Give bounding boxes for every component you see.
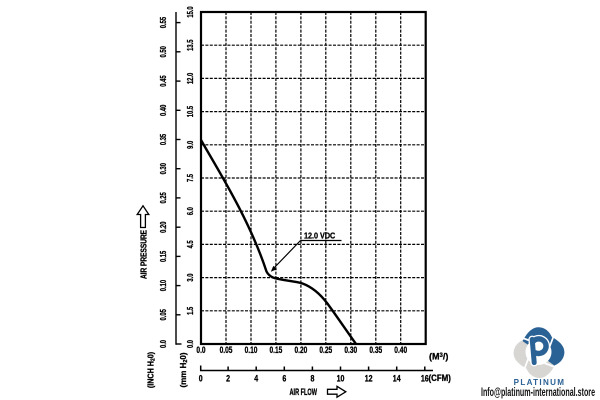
svg-text:0.05: 0.05 (220, 345, 233, 355)
svg-text:1.5: 1.5 (186, 307, 195, 315)
svg-text:(mm H20): (mm H20) (179, 352, 189, 387)
svg-text:0.0: 0.0 (196, 345, 205, 355)
svg-text:14: 14 (393, 374, 401, 384)
svg-text:0.0: 0.0 (186, 340, 195, 348)
svg-text:(INCH H20): (INCH H20) (146, 351, 156, 388)
svg-text:15.0: 15.0 (186, 6, 195, 17)
svg-text:12: 12 (365, 374, 373, 384)
svg-text:12.0 VDC: 12.0 VDC (304, 231, 336, 241)
svg-text:(CFM): (CFM) (429, 373, 452, 384)
svg-text:AIR PRESSURE: AIR PRESSURE (139, 230, 149, 279)
svg-text:16: 16 (421, 374, 429, 384)
svg-text:(M3/): (M3/) (429, 352, 448, 362)
svg-text:0.55: 0.55 (159, 17, 168, 28)
svg-text:0.30: 0.30 (344, 345, 357, 355)
svg-text:PLATINUM: PLATINUM (514, 377, 566, 387)
svg-text:10: 10 (337, 374, 345, 384)
svg-text:Info@platinum-international.st: Info@platinum-international.store (481, 386, 595, 399)
svg-text:0.25: 0.25 (159, 192, 168, 203)
svg-text:4: 4 (254, 374, 258, 384)
svg-text:0.40: 0.40 (394, 345, 407, 355)
svg-text:4.5: 4.5 (186, 240, 195, 248)
svg-text:0.45: 0.45 (159, 75, 168, 86)
svg-text:12.0: 12.0 (186, 73, 195, 84)
svg-text:0.10: 0.10 (159, 280, 168, 291)
svg-text:6.0: 6.0 (186, 207, 195, 215)
svg-text:0.15: 0.15 (269, 345, 282, 355)
svg-text:0.25: 0.25 (319, 345, 332, 355)
svg-text:0.50: 0.50 (159, 46, 168, 57)
svg-text:7.5: 7.5 (186, 174, 195, 182)
svg-text:10.5: 10.5 (186, 106, 195, 117)
svg-text:0.40: 0.40 (159, 105, 168, 116)
svg-text:0.0: 0.0 (159, 340, 168, 348)
svg-text:3.0: 3.0 (186, 274, 195, 282)
svg-text:0: 0 (199, 374, 203, 384)
svg-text:AIR FLOW: AIR FLOW (290, 387, 318, 398)
svg-text:6: 6 (282, 374, 286, 384)
svg-text:13.5: 13.5 (186, 40, 195, 51)
svg-text:0.20: 0.20 (159, 222, 168, 233)
svg-text:8: 8 (310, 374, 314, 384)
svg-text:0.05: 0.05 (159, 309, 168, 320)
svg-text:0.20: 0.20 (294, 345, 307, 355)
svg-text:9.0: 9.0 (186, 141, 195, 149)
svg-text:0.10: 0.10 (245, 345, 258, 355)
svg-text:0.35: 0.35 (159, 134, 168, 145)
svg-text:0.35: 0.35 (369, 345, 382, 355)
svg-text:2: 2 (226, 374, 230, 384)
svg-text:0.15: 0.15 (159, 251, 168, 262)
svg-text:0.30: 0.30 (159, 163, 168, 174)
